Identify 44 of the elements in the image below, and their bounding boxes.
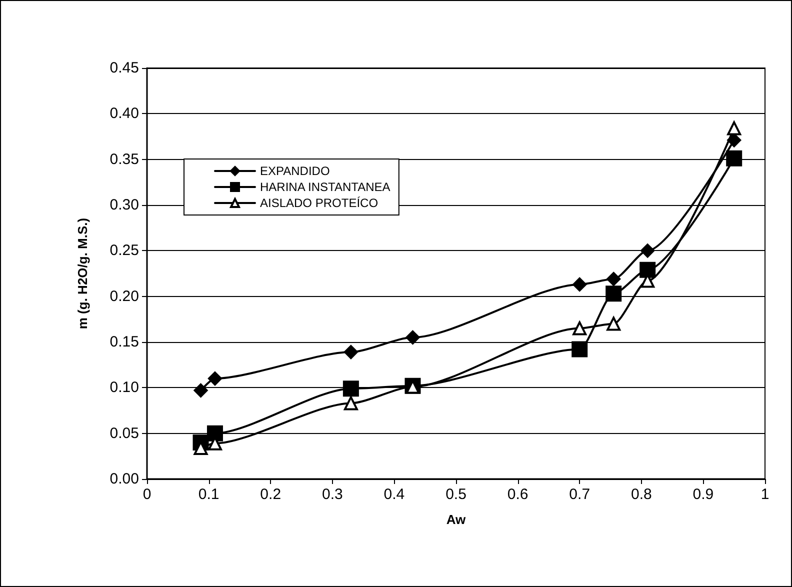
legend-label: AISLADO PROTEÍCO	[260, 196, 378, 210]
point	[606, 272, 621, 286]
legend-label: EXPANDIDO	[260, 164, 330, 178]
point	[572, 321, 587, 336]
point	[344, 345, 358, 360]
y-tick-label: 0.05	[110, 424, 139, 442]
x-tick-label: 0.5	[446, 486, 466, 503]
y-tick-label: 0.10	[110, 379, 139, 396]
x-tick-label: 0.8	[630, 486, 652, 503]
x-tick-label: 1	[760, 486, 770, 503]
x-tick-label: 0.3	[322, 486, 343, 503]
x-tick-label: 0.9	[692, 486, 714, 503]
point	[572, 277, 587, 292]
point	[640, 244, 655, 258]
point	[206, 425, 223, 442]
x-tick-label: 0.1	[198, 486, 220, 503]
y-tick-label: 0.30	[110, 196, 139, 214]
x-tick-label: 0.2	[260, 486, 282, 503]
x-tick-label: 0.7	[569, 486, 590, 503]
point	[606, 316, 621, 331]
y-tick-label: 0.00	[110, 470, 139, 488]
point	[727, 133, 742, 148]
point	[406, 330, 420, 344]
point	[606, 286, 622, 302]
y-tick-label: 0.40	[110, 105, 139, 122]
y-tick-label: 0.20	[110, 288, 139, 305]
point	[208, 372, 222, 386]
y-axis-title: m (g. H2O/g. M.S.)	[75, 218, 90, 330]
y-tick-label: 0.45	[110, 60, 139, 76]
x-tick-label: 0.4	[384, 486, 405, 503]
y-tick-label: 0.25	[110, 242, 139, 260]
x-tick-label: 0	[142, 486, 152, 503]
x-tick-label: 0.6	[507, 486, 528, 503]
y-tick-label: 0.15	[110, 334, 139, 350]
point	[640, 262, 656, 278]
point	[342, 380, 359, 397]
legend-label: HARINA INSTANTANEA	[260, 180, 390, 194]
point	[726, 150, 742, 166]
point	[727, 121, 742, 136]
point	[572, 341, 588, 358]
y-tick-label: 0.35	[110, 150, 139, 168]
point	[194, 383, 208, 398]
x-axis-title: Aw	[446, 512, 467, 527]
point	[344, 396, 358, 410]
